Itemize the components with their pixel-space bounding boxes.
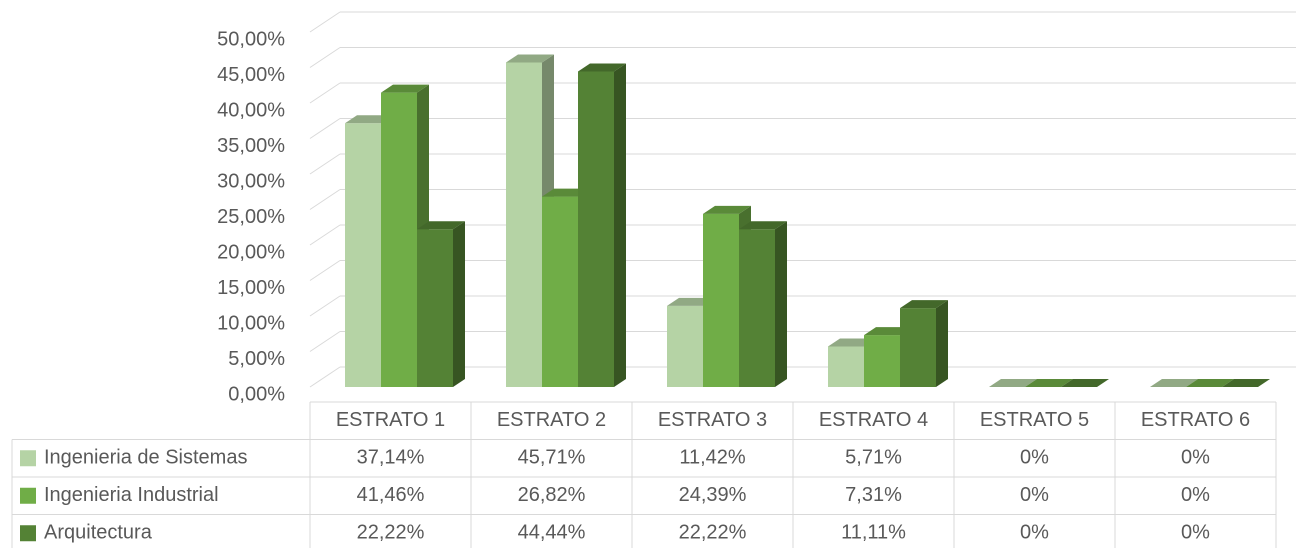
- bar: [864, 335, 900, 387]
- bar-top: [1150, 379, 1198, 387]
- bar: [667, 305, 703, 387]
- bar: [703, 213, 739, 387]
- grid-diagonal: [309, 82, 341, 104]
- grid-diagonal: [309, 153, 341, 175]
- grid-diagonal: [309, 11, 341, 33]
- bar: [739, 229, 775, 387]
- y-tick-label: 45,00%: [217, 64, 285, 86]
- bar-top: [1061, 379, 1109, 387]
- category-label: ESTRATO 6: [1141, 409, 1250, 431]
- grid-diagonal: [309, 47, 341, 68]
- table-value: 45,71%: [518, 447, 586, 469]
- legend-key: [20, 450, 36, 467]
- y-tick-label: 50,00%: [217, 28, 285, 50]
- category-label: ESTRATO 2: [497, 409, 606, 431]
- table-value: 0%: [1020, 522, 1049, 544]
- bar: [900, 308, 936, 387]
- bar-top: [900, 300, 948, 309]
- table-value: 0%: [1181, 447, 1210, 469]
- grid-diagonal: [309, 366, 341, 388]
- bar-top: [578, 63, 626, 72]
- category-label: ESTRATO 1: [336, 409, 445, 431]
- category-label: ESTRATO 3: [658, 409, 767, 431]
- bar: [828, 346, 864, 387]
- bar-top: [417, 221, 465, 230]
- table-value: 7,31%: [845, 484, 902, 506]
- legend-label: Ingenieria de Sistemas: [44, 447, 247, 469]
- category-label: ESTRATO 4: [819, 409, 928, 431]
- bar-top: [739, 221, 787, 230]
- bar-top: [506, 54, 554, 63]
- y-tick-label: 5,00%: [228, 348, 285, 370]
- bar: [506, 62, 542, 388]
- table-value: 22,22%: [679, 522, 747, 544]
- bar: [345, 123, 381, 387]
- bar: [381, 92, 417, 387]
- table-value: 37,14%: [357, 447, 425, 469]
- y-tick-label: 25,00%: [217, 206, 285, 228]
- grid-diagonal: [309, 224, 341, 246]
- table-value: 24,39%: [679, 484, 747, 506]
- table-value: 41,46%: [357, 484, 425, 506]
- y-tick-label: 30,00%: [217, 170, 285, 192]
- table-value: 0%: [1181, 522, 1210, 544]
- table-value: 44,44%: [518, 522, 586, 544]
- legend-label: Ingenieria Industrial: [44, 484, 219, 506]
- bar-top: [381, 84, 429, 93]
- bar-top: [989, 379, 1037, 387]
- legend-key: [20, 487, 36, 504]
- bar-top: [1222, 379, 1270, 387]
- legend-key: [20, 525, 36, 542]
- table-value: 11,42%: [679, 447, 746, 469]
- table-value: 0%: [1020, 447, 1049, 469]
- y-tick-label: 20,00%: [217, 241, 285, 263]
- bar-side: [453, 221, 465, 387]
- table-value: 0%: [1181, 484, 1210, 506]
- grid-diagonal: [309, 260, 341, 281]
- y-tick-label: 10,00%: [217, 312, 285, 334]
- bar: [578, 71, 614, 387]
- table-value: 26,82%: [518, 484, 586, 506]
- grid-diagonal: [309, 118, 341, 139]
- table-value: 5,71%: [845, 447, 902, 469]
- bar: [417, 229, 453, 387]
- grid-diagonal: [309, 295, 341, 317]
- bar-top: [703, 205, 751, 214]
- grid-diagonal: [309, 189, 341, 210]
- table-value: 0%: [1020, 484, 1049, 506]
- grid-diagonal: [309, 331, 341, 352]
- y-tick-label: 15,00%: [217, 277, 285, 299]
- table-value: 11,11%: [841, 522, 906, 544]
- table-value: 22,22%: [357, 522, 425, 544]
- y-tick-label: 40,00%: [217, 99, 285, 121]
- bar: [542, 196, 578, 387]
- bar-side: [775, 221, 787, 387]
- category-label: ESTRATO 5: [980, 409, 1089, 431]
- legend-label: Arquitectura: [44, 522, 153, 544]
- y-tick-label: 35,00%: [217, 135, 285, 157]
- y-tick-label: 0,00%: [228, 383, 285, 405]
- bar-side: [614, 63, 626, 387]
- bar-top: [1025, 379, 1073, 387]
- bar-top: [1186, 379, 1234, 387]
- bar-side: [936, 300, 948, 387]
